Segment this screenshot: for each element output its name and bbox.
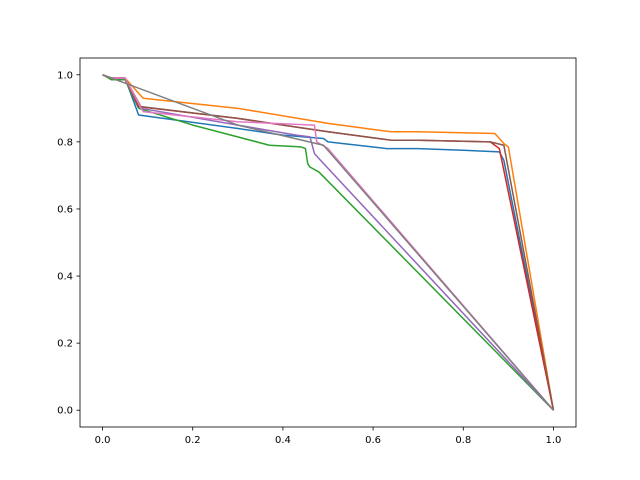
axes-frame <box>79 57 577 428</box>
y-tick-label: 1.0 <box>57 70 73 81</box>
y-tick-label: 0.0 <box>57 406 73 417</box>
series-line-8 <box>102 74 555 411</box>
x-tick-label: 0.4 <box>275 435 291 446</box>
series-layer <box>102 74 555 411</box>
y-tick-label: 0.2 <box>57 339 73 350</box>
y-tick-label: 0.8 <box>57 137 73 148</box>
x-tick-label: 1.0 <box>546 435 562 446</box>
x-tick-label: 0.2 <box>185 435 201 446</box>
x-tick-label: 0.0 <box>95 435 111 446</box>
y-tick-label: 0.4 <box>57 272 73 283</box>
y-axis-ticks: 0.0 0.2 0.4 0.6 0.8 1.0 <box>57 70 80 417</box>
x-tick-label: 0.6 <box>365 435 381 446</box>
x-axis-ticks: 0.0 0.2 0.4 0.6 0.8 1.0 <box>95 427 562 446</box>
x-tick-label: 0.8 <box>455 435 471 446</box>
y-tick-label: 0.6 <box>57 204 73 215</box>
series-line-3 <box>102 74 554 411</box>
